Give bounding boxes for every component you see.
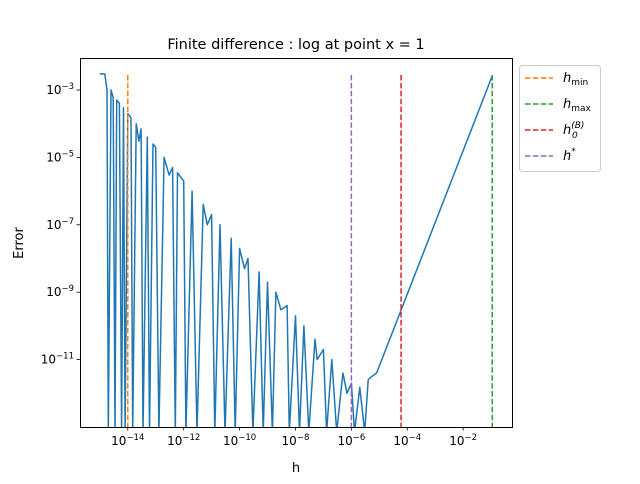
x-tick-label: 10−8 (282, 433, 310, 448)
y-tick-label: 10−9 (46, 284, 74, 299)
x-tick-label: 10−10 (223, 433, 256, 448)
y-tick-label: 10−5 (46, 149, 74, 164)
x-tick-label: 10−4 (393, 433, 421, 448)
series-line-0 (99, 73, 493, 427)
x-tick-label: 10−6 (337, 433, 365, 448)
y-axis-label: Error (12, 227, 27, 259)
x-tick-label: 10−14 (111, 433, 144, 448)
x-axis-label: h (292, 461, 300, 476)
y-tick-label: 10−11 (41, 352, 74, 367)
y-tick-label: 10−7 (46, 217, 74, 232)
legend-label-hmin: hmin (563, 71, 588, 88)
y-tick-label: 10−3 (46, 82, 74, 97)
legend-box (519, 65, 601, 172)
legend: hmin hmax h(B) 0 h* (519, 65, 601, 172)
legend-label-h0B: h(B) 0 (563, 121, 584, 141)
legend-label-hmax: hmax (563, 97, 592, 114)
axes-frame (80, 58, 513, 428)
x-tick-label: 10−2 (449, 433, 477, 448)
chart-title: Finite difference : log at point x = 1 (167, 37, 424, 53)
x-tick-label: 10−12 (167, 433, 200, 448)
legend-label-hstar: h* (563, 147, 576, 164)
